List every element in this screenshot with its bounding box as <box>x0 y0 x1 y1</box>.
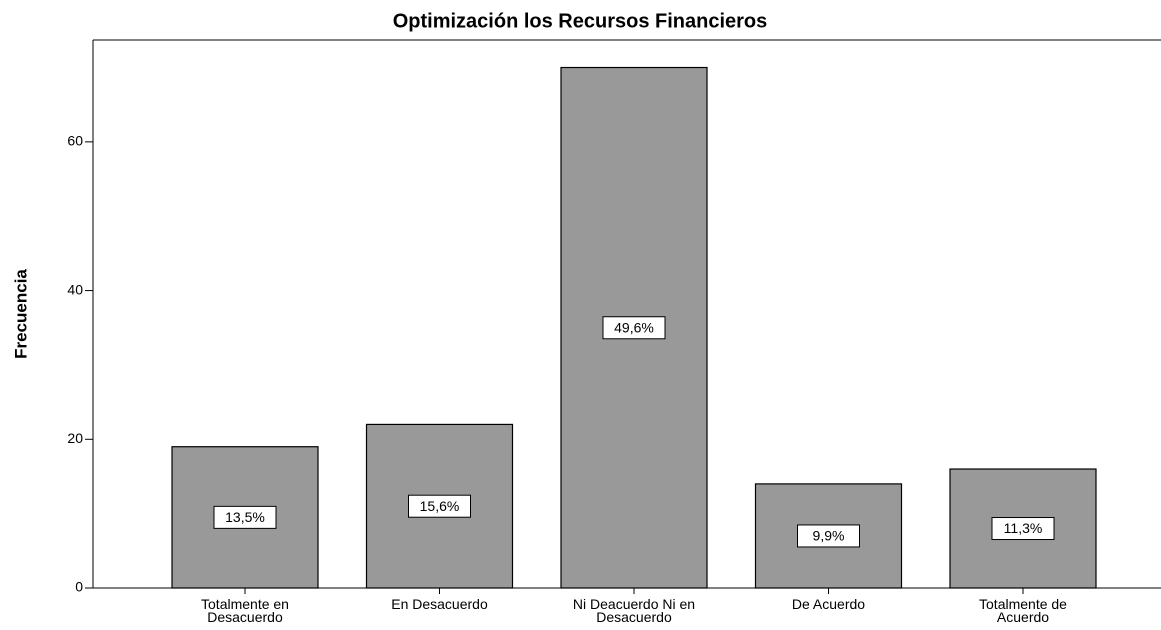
y-tick-label: 40 <box>67 281 83 297</box>
y-tick-label: 0 <box>75 579 83 595</box>
data-label: 15,6% <box>420 498 460 514</box>
data-label: 49,6% <box>614 319 654 335</box>
data-label: 13,5% <box>225 509 265 525</box>
data-label: 11,3% <box>1004 520 1043 536</box>
x-tick-label: Ni Deacuerdo Ni en Desacuerdo <box>572 598 696 625</box>
data-label: 9,9% <box>813 528 845 544</box>
x-tick-label-box: En Desacuerdo <box>391 598 488 612</box>
data-label-box <box>602 316 666 340</box>
x-tick-label-box: Ni Deacuerdo Ni en Desacuerdo <box>572 598 696 625</box>
data-label-box <box>213 505 277 529</box>
data-label-box <box>408 494 471 518</box>
data-label-box <box>797 524 860 548</box>
x-tick-label: Totalmente en Desacuerdo <box>201 598 289 625</box>
data-label-box <box>991 517 1055 541</box>
y-tick-label: 60 <box>67 133 83 149</box>
x-tick-label-box: Totalmente de Acuerdo <box>979 598 1067 625</box>
y-tick-label: 20 <box>67 430 83 446</box>
x-tick-label: De Acuerdo <box>791 598 866 612</box>
x-tick-label-box: De Acuerdo <box>791 598 866 612</box>
chart-title: Optimización los Recursos Financieros <box>393 10 768 32</box>
x-tick-label: En Desacuerdo <box>391 598 488 612</box>
x-tick-label: Totalmente de Acuerdo <box>979 598 1067 625</box>
x-tick-label-box: Totalmente en Desacuerdo <box>201 598 289 625</box>
y-axis-label: Frecuencia <box>11 269 30 359</box>
